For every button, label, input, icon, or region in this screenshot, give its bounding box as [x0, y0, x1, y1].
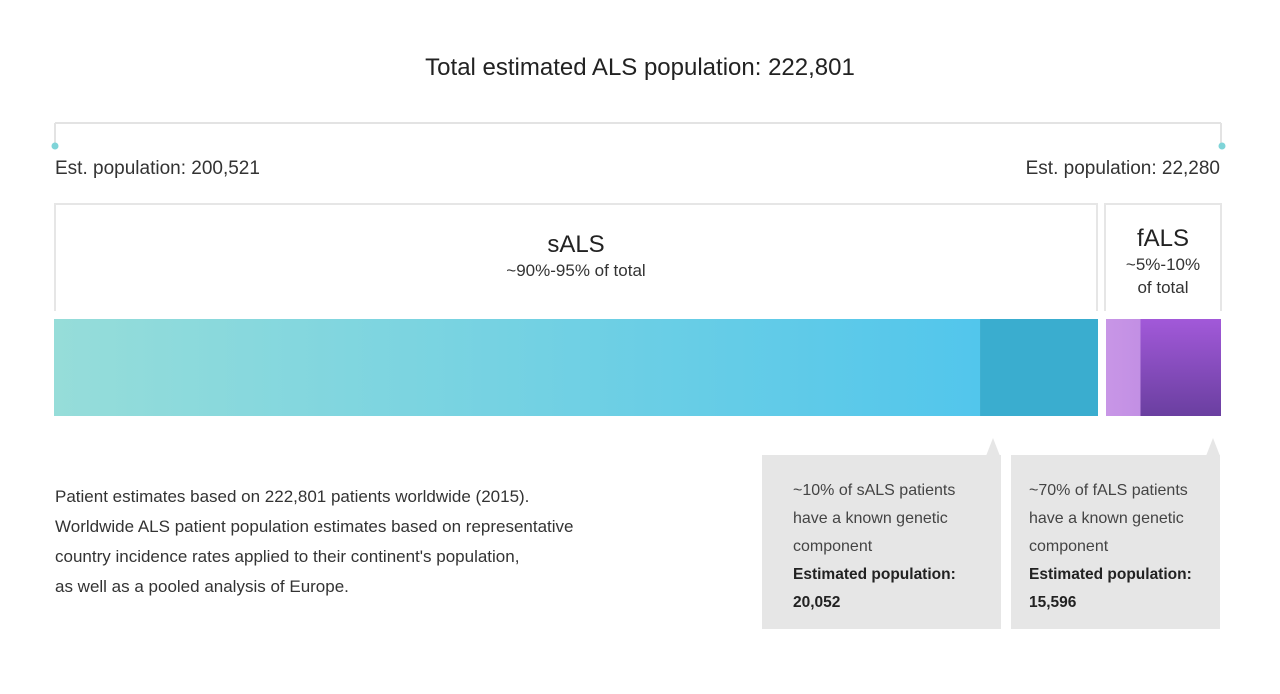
fals-population-label: Est. population: 22,280	[1025, 158, 1220, 179]
callout-est-value: 15,596	[1029, 594, 1077, 611]
sals-bar	[54, 319, 981, 416]
source-note: Patient estimates based on 222,801 patie…	[55, 482, 695, 602]
callout-est-value: 20,052	[793, 594, 841, 611]
callout-est-label: Estimated population:	[1029, 566, 1192, 583]
sals-population-label: Est. population: 200,521	[55, 158, 260, 179]
note-line: Worldwide ALS patient population estimat…	[55, 517, 574, 536]
sals-name: sALS	[547, 231, 605, 258]
fals-genetic-callout: ~70% of fALS patients have a known genet…	[1011, 455, 1220, 629]
bracket-left-dot	[51, 142, 59, 150]
sals-header-box: sALS ~90%-95% of total	[54, 203, 1098, 311]
callout-line: component	[1029, 538, 1109, 555]
callout-line: component	[793, 538, 873, 555]
sals-share-label: ~90%-95% of total	[506, 261, 646, 280]
callout-line: have a known genetic	[1029, 510, 1184, 527]
chart-title: Total estimated ALS population: 222,801	[425, 54, 855, 81]
fals-name: fALS	[1136, 225, 1190, 252]
fals-share-line-2: of total	[1137, 278, 1189, 297]
sals-genetic-callout: ~10% of sALS patients have a known genet…	[762, 455, 1001, 629]
note-line: Patient estimates based on 222,801 patie…	[55, 487, 530, 506]
callout-line: have a known genetic	[793, 510, 948, 527]
sals-callout-pointer	[986, 438, 1000, 456]
fals-genetic-bar	[1140, 319, 1221, 416]
sals-genetic-bar	[980, 319, 1098, 416]
note-line: country incidence rates applied to their…	[55, 547, 520, 566]
callout-line: ~70% of fALS patients	[1029, 482, 1188, 499]
fals-share-line-1: ~5%-10%	[1125, 255, 1201, 274]
fals-header-box: fALS ~5%-10% of total	[1104, 203, 1222, 311]
fals-callout-pointer	[1206, 438, 1220, 456]
callout-line: ~10% of sALS patients	[793, 482, 956, 499]
callout-est-label: Estimated population:	[793, 566, 956, 583]
note-line: as well as a pooled analysis of Europe.	[55, 577, 349, 596]
bracket-right-dot	[1218, 142, 1226, 150]
